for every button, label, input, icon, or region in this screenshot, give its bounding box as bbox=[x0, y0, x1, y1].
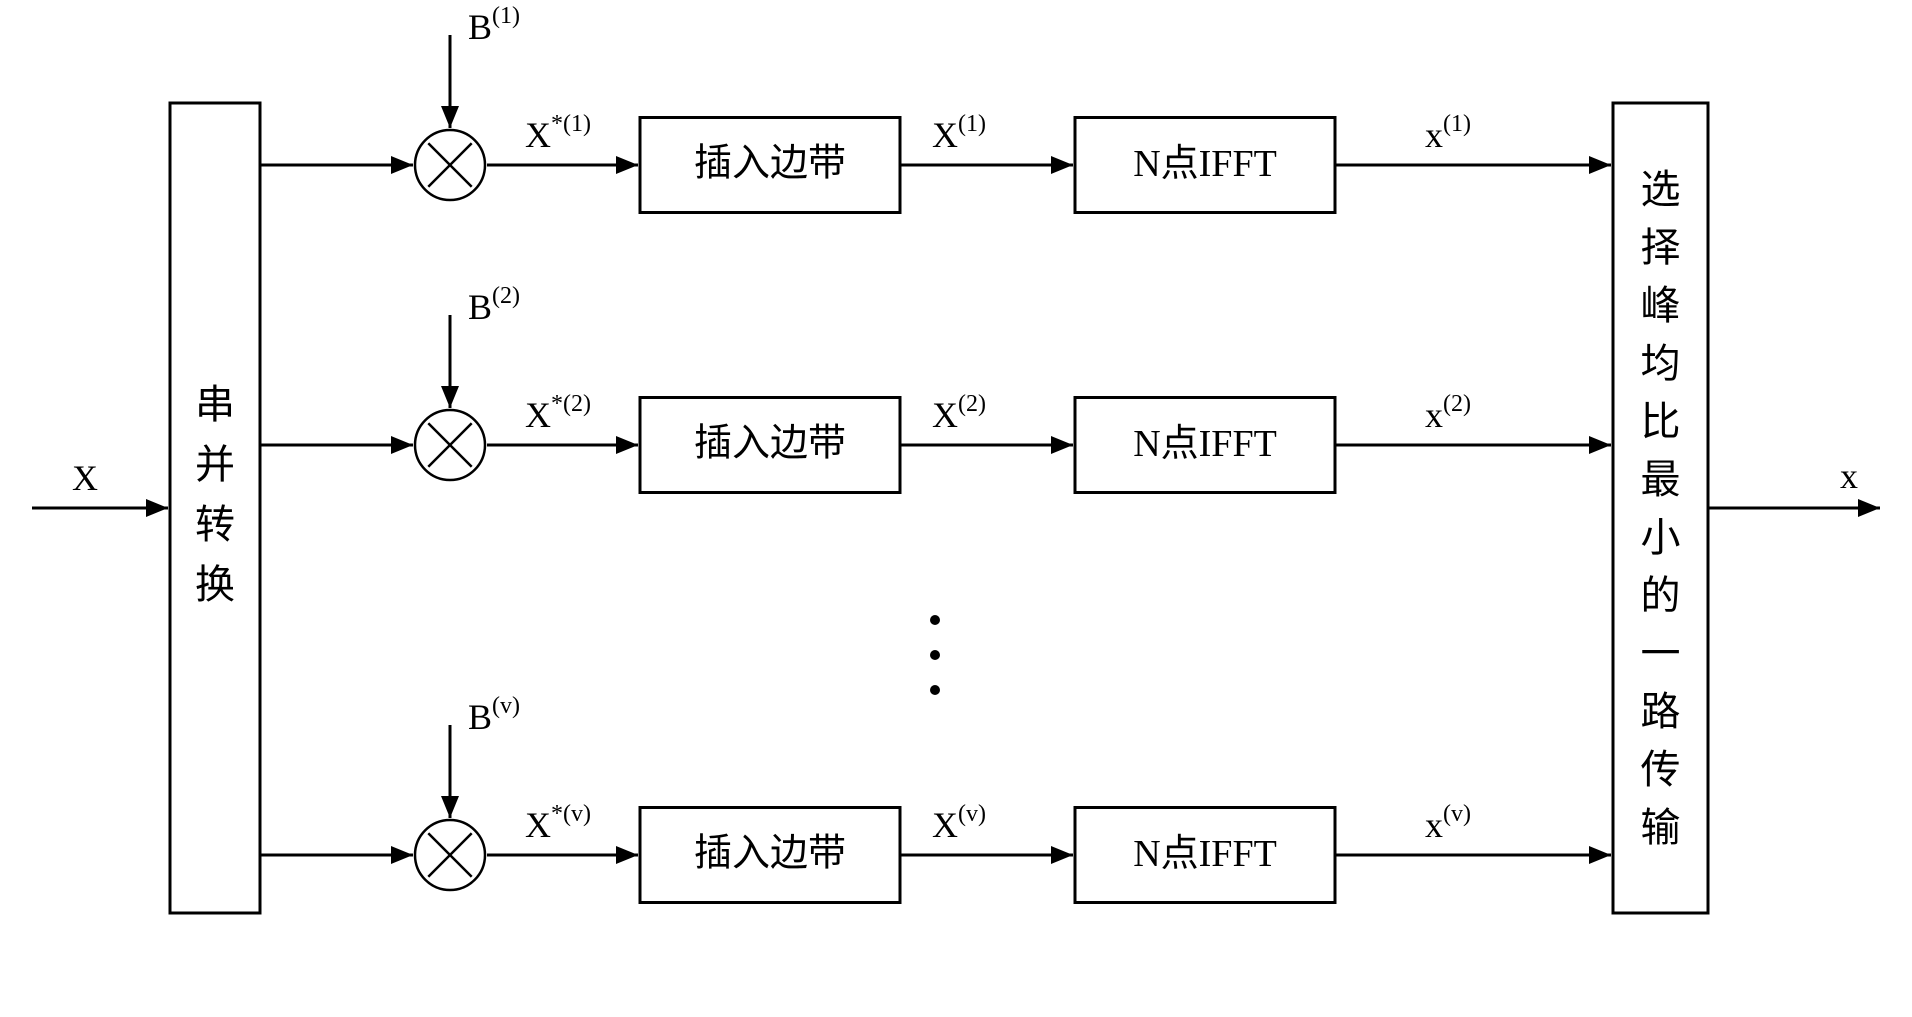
sideband-out-label: X(1) bbox=[932, 111, 986, 155]
sideband-label: 插入边带 bbox=[694, 833, 846, 875]
selector-char: 输 bbox=[1641, 805, 1681, 850]
branch-1: B(1) X*(1) 插入边带 X(1) N点IFFT x(1) bbox=[260, 3, 1611, 213]
ellipsis-dot bbox=[930, 685, 940, 695]
ifft-out-label: x(2) bbox=[1425, 391, 1471, 435]
selector-char: 选 bbox=[1641, 167, 1681, 212]
output-label: x bbox=[1840, 456, 1858, 496]
sideband-label: 插入边带 bbox=[694, 143, 846, 185]
serial-parallel-char: 并 bbox=[195, 442, 235, 487]
selector-char: 传 bbox=[1641, 747, 1681, 792]
selector-char: 比 bbox=[1641, 399, 1681, 444]
ifft-label: N点IFFT bbox=[1133, 833, 1277, 875]
selector-char: 路 bbox=[1641, 689, 1681, 734]
selector-char: 择 bbox=[1641, 225, 1681, 270]
ifft-out-label: x(v) bbox=[1425, 801, 1471, 845]
serial-parallel-char: 串 bbox=[195, 382, 235, 427]
serial-parallel-char: 转 bbox=[195, 502, 235, 547]
sideband-out-label: X(2) bbox=[932, 391, 986, 435]
mixer-out-label: X*(1) bbox=[525, 111, 591, 155]
ellipsis-dot bbox=[930, 650, 940, 660]
branch-3: B(v) X*(v) 插入边带 X(v) N点IFFT x(v) bbox=[260, 693, 1611, 903]
ifft-label: N点IFFT bbox=[1133, 423, 1277, 465]
branch-2: B(2) X*(2) 插入边带 X(2) N点IFFT x(2) bbox=[260, 283, 1611, 493]
b-label: B(v) bbox=[468, 693, 520, 737]
mixer-out-label: X*(2) bbox=[525, 391, 591, 435]
b-label: B(2) bbox=[468, 283, 520, 327]
block-diagram: X 串并转换 选择峰均比最小的一路传输 B(1) X*(1) 插入边带 X(1) N点IFFT… bbox=[0, 0, 1912, 1017]
ifft-out-label: x(1) bbox=[1425, 111, 1471, 155]
input-label: X bbox=[72, 458, 98, 498]
mixer-out-label: X*(v) bbox=[525, 801, 591, 845]
b-label: B(1) bbox=[468, 3, 520, 47]
ellipsis-dot bbox=[930, 615, 940, 625]
selector-char: 小 bbox=[1641, 515, 1681, 560]
sideband-label: 插入边带 bbox=[694, 423, 846, 465]
sideband-out-label: X(v) bbox=[932, 801, 986, 845]
selector-char: 一 bbox=[1641, 631, 1681, 676]
selector-char: 最 bbox=[1641, 457, 1681, 502]
selector-char: 均 bbox=[1641, 341, 1681, 386]
ifft-label: N点IFFT bbox=[1133, 143, 1277, 185]
selector-char: 峰 bbox=[1641, 283, 1681, 328]
selector-char: 的 bbox=[1641, 573, 1681, 618]
serial-parallel-char: 换 bbox=[195, 562, 235, 607]
